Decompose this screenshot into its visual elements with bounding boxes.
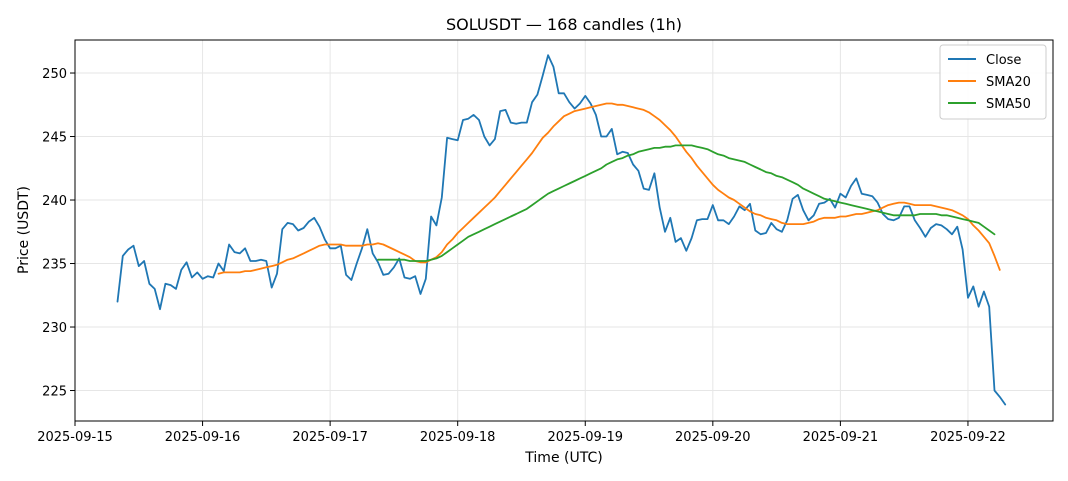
series-line-sma50 bbox=[377, 144, 996, 262]
y-tick-label: 245 bbox=[42, 131, 67, 146]
series-layer bbox=[116, 54, 1007, 406]
legend: Close SMA20 SMA50 bbox=[939, 44, 1047, 120]
x-tick-label: 2025-09-22 bbox=[930, 430, 1006, 445]
legend-label-sma50: SMA50 bbox=[986, 97, 1031, 112]
series-line-sma20 bbox=[217, 102, 1001, 275]
x-tick-label: 2025-09-21 bbox=[803, 430, 879, 445]
y-axis: 225 230 235 240 245 250 bbox=[42, 67, 75, 400]
x-tick-label: 2025-09-16 bbox=[165, 430, 241, 445]
y-tick-label: 225 bbox=[42, 385, 67, 400]
y-tick-label: 240 bbox=[42, 194, 67, 209]
chart-title: SOLUSDT — 168 candles (1h) bbox=[446, 15, 682, 34]
x-axis: 2025-09-15 2025-09-16 2025-09-17 2025-09-18… bbox=[37, 421, 1006, 445]
x-tick-label: 2025-09-18 bbox=[420, 430, 496, 445]
x-tick-label: 2025-09-17 bbox=[292, 430, 368, 445]
x-axis-label: Time (UTC) bbox=[524, 450, 602, 466]
grid-lines bbox=[74, 40, 1053, 421]
y-axis-label: Price (USDT) bbox=[16, 186, 32, 274]
y-tick-label: 230 bbox=[42, 321, 67, 336]
series-line-close bbox=[116, 54, 1007, 406]
legend-label-sma20: SMA20 bbox=[986, 75, 1031, 90]
x-tick-label: 2025-09-15 bbox=[37, 430, 113, 445]
legend-box bbox=[939, 44, 1047, 120]
y-tick-label: 235 bbox=[42, 258, 67, 273]
plot-frame bbox=[74, 39, 1054, 422]
x-tick-label: 2025-09-19 bbox=[547, 430, 623, 445]
x-tick-label: 2025-09-20 bbox=[675, 430, 751, 445]
legend-label-close: Close bbox=[986, 53, 1021, 68]
y-tick-label: 250 bbox=[42, 67, 67, 82]
